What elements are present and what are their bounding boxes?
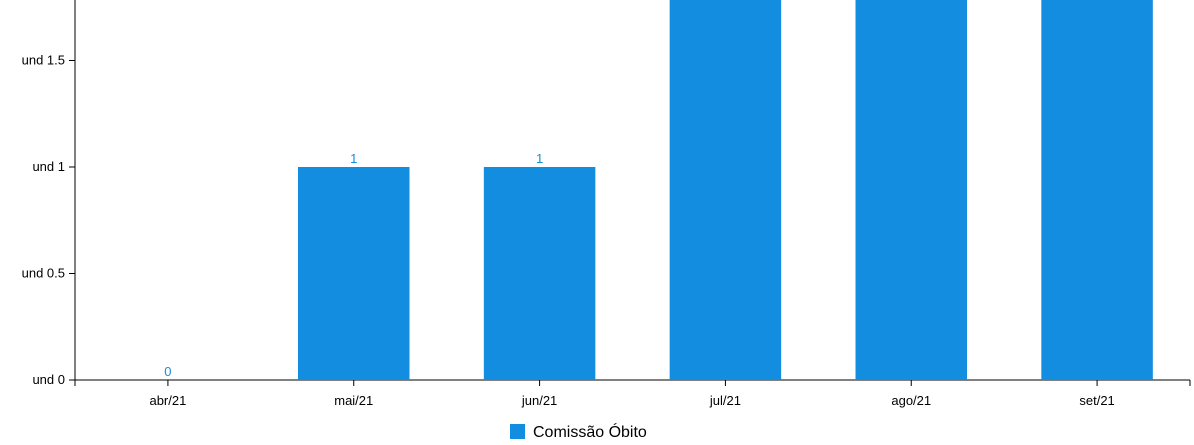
- data-label: 0: [164, 364, 171, 379]
- x-axis: abr/21 mai/21 jun/21 jul/21 ago/21 set/21: [74, 379, 1191, 408]
- legend[interactable]: Comissão Óbito: [510, 422, 647, 441]
- bar[interactable]: [1041, 0, 1153, 380]
- y-tick-label: und 1.5: [22, 53, 65, 68]
- bar[interactable]: [298, 167, 410, 380]
- x-tick-label: jul/21: [709, 393, 741, 408]
- y-tick-label: und 1: [32, 159, 65, 174]
- bars-group: [298, 0, 1153, 380]
- x-tick-label: abr/21: [149, 393, 186, 408]
- data-label: 1: [350, 151, 357, 166]
- y-tick-label: und 0: [32, 372, 65, 387]
- x-tick-label: ago/21: [891, 393, 931, 408]
- y-tick-label: und 0.5: [22, 266, 65, 281]
- bar[interactable]: [855, 0, 968, 380]
- bar[interactable]: [483, 167, 596, 380]
- x-tick-label: jun/21: [521, 393, 557, 408]
- data-label: 1: [536, 151, 543, 166]
- data-labels-group: 011333: [164, 151, 543, 379]
- legend-label: Comissão Óbito: [533, 422, 647, 441]
- x-tick-label: set/21: [1079, 393, 1114, 408]
- x-tick-label: mai/21: [334, 393, 373, 408]
- bar[interactable]: [669, 0, 782, 380]
- legend-swatch: [510, 424, 525, 439]
